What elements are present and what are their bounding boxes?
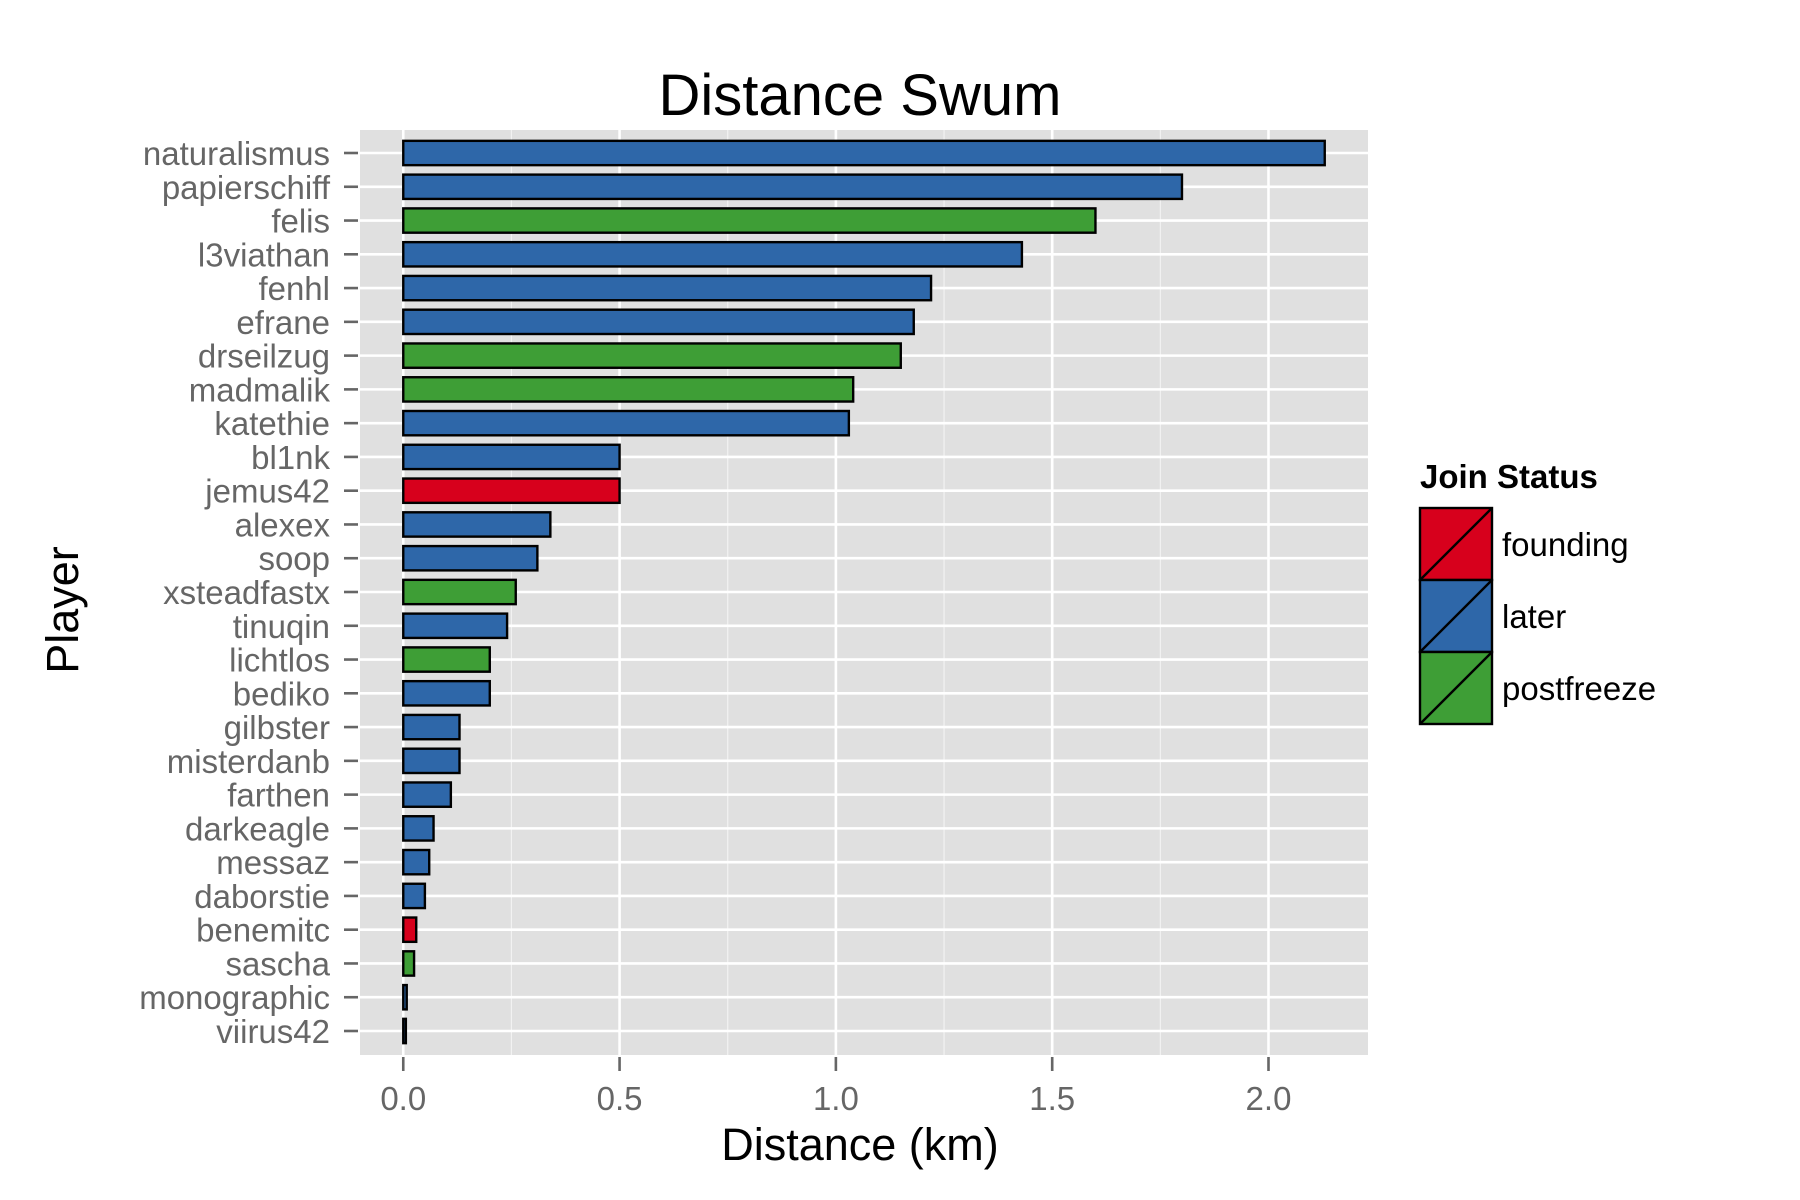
bar-naturalismus [402, 139, 1326, 167]
bar-gilbster [402, 713, 461, 741]
y-tick-label: monographic [139, 979, 330, 1016]
x-axis-title: Distance (km) [721, 1119, 999, 1170]
bar-katethie [402, 409, 851, 437]
bar-felis [402, 207, 1097, 234]
bar-monographic [402, 983, 408, 1011]
y-tick-label: l3viathan [198, 236, 330, 273]
legend: Join Status founding later postfreeze [1418, 458, 1656, 726]
y-tick-label: soop [258, 540, 330, 577]
bar-misterdanb [402, 747, 461, 775]
bars [402, 139, 1326, 1045]
y-tick-label: lichtlos [229, 642, 330, 679]
legend-key-diagonal [1419, 579, 1493, 653]
bar-efrane [402, 308, 915, 336]
y-tick-label: darkeagle [185, 810, 330, 847]
bar-madmalik [402, 376, 855, 403]
bar-farthen [402, 781, 453, 808]
legend-key-diagonal [1419, 507, 1493, 581]
y-tick-label: katethie [214, 405, 330, 442]
legend-label-founding: founding [1502, 526, 1629, 563]
y-tick-label: viirus42 [216, 1013, 330, 1050]
bar-fenhl [402, 274, 933, 302]
y-tick-label: sascha [225, 945, 330, 982]
y-tick-label: xsteadfastx [163, 574, 330, 611]
y-tick-label: alexex [235, 506, 331, 543]
x-tick-label: 0.0 [380, 1080, 426, 1117]
y-tick-label: misterdanb [167, 743, 330, 780]
bar-daborstie [402, 882, 427, 910]
legend-label-postfreeze: postfreeze [1502, 670, 1656, 707]
x-tick-label: 1.0 [813, 1080, 859, 1117]
y-tick-label: naturalismus [143, 135, 330, 172]
bar-alexex [402, 511, 552, 538]
y-tick-label: drseilzug [198, 338, 330, 375]
y-tick-label: messaz [216, 844, 330, 881]
bar-l3viathan [402, 240, 1024, 268]
y-tick-label: daborstie [194, 878, 330, 915]
x-tick-label: 0.5 [597, 1080, 643, 1117]
x-tick-label: 1.5 [1029, 1080, 1075, 1117]
legend-label-later: later [1502, 598, 1566, 635]
y-tick-label: bl1nk [251, 439, 330, 476]
bar-messaz [402, 848, 431, 876]
bar-jemus42 [402, 477, 621, 505]
x-axis: 0.0 0.5 1.0 1.5 2.0 [380, 1057, 1291, 1117]
y-tick-label: farthen [227, 777, 330, 814]
bar-tinuqin [402, 612, 509, 640]
y-tick-label: bediko [233, 675, 330, 712]
bar-bl1nk [402, 443, 621, 471]
bar-drseilzug [402, 342, 902, 369]
bar-lichtlos [402, 646, 491, 673]
y-tick-label: papierschiff [162, 169, 331, 206]
bar-benemitc [402, 916, 418, 944]
x-tick-label: 2.0 [1246, 1080, 1292, 1117]
legend-key-diagonal [1419, 651, 1493, 725]
y-tick-label: tinuqin [233, 608, 330, 645]
y-tick-label: jemus42 [204, 473, 330, 510]
y-tick-label: efrane [236, 304, 330, 341]
bar-viirus42 [402, 1017, 408, 1045]
y-axis: naturalismuspapierschifffelisl3viathanfe… [139, 135, 358, 1050]
y-tick-label: madmalik [189, 371, 331, 408]
legend-title: Join Status [1420, 458, 1598, 495]
y-tick-label: benemitc [196, 912, 330, 949]
bar-xsteadfastx [402, 578, 517, 606]
bar-papierschiff [402, 173, 1184, 201]
y-tick-label: fenhl [258, 270, 330, 307]
y-tick-label: felis [271, 203, 330, 240]
bar-darkeagle [402, 815, 435, 842]
bar-sascha [402, 950, 416, 977]
bar-bediko [402, 679, 491, 707]
y-axis-title: Player [37, 546, 88, 674]
y-tick-label: gilbster [224, 709, 330, 746]
bar-soop [402, 544, 539, 572]
chart-title: Distance Swum [659, 63, 1062, 128]
